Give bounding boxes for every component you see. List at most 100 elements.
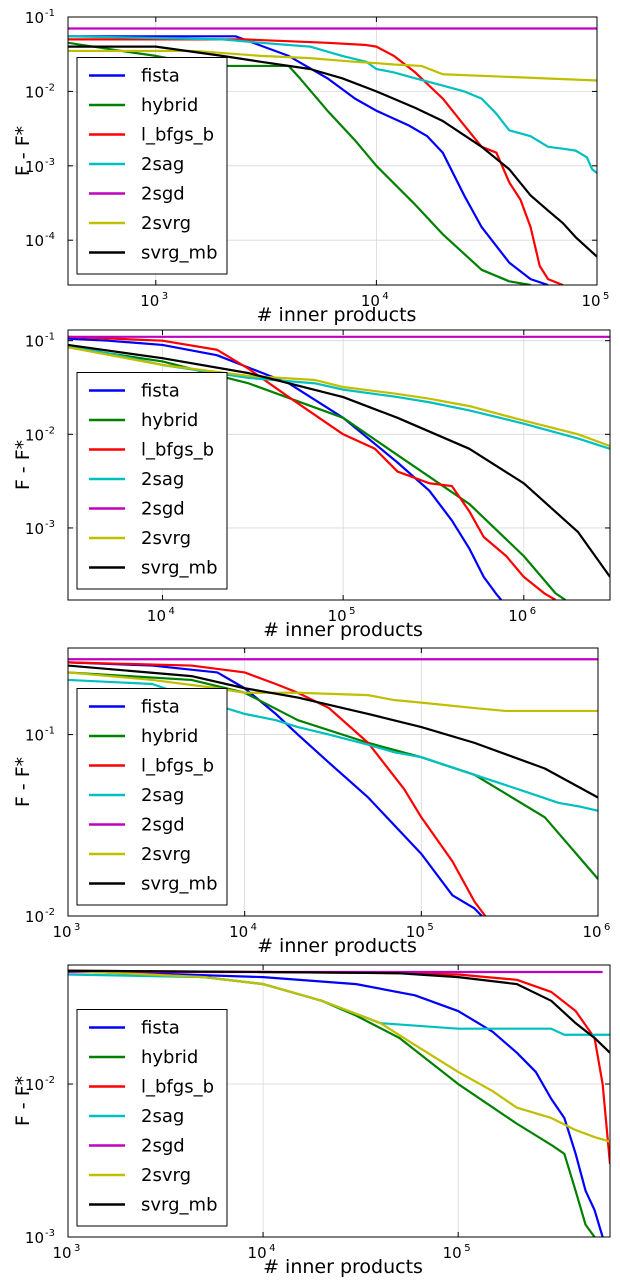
chart-panel-1: 10 3 10 4 10 510 -410 -310 -210 -1# inner product… [12, 8, 609, 326]
x-tick-label-exponent: 5 [349, 606, 355, 617]
series-line-svrg_mb [68, 664, 598, 799]
x-tick-label-exponent: 4 [251, 922, 257, 933]
series-group [68, 658, 598, 916]
y-tick-label: 10 [25, 727, 44, 745]
legend-entry-l_bfgs_b: l_bfgs_b [141, 125, 214, 146]
plot-frame [67, 16, 598, 286]
x-tick-label: 10 [140, 292, 159, 310]
x-tick-label: 10 [52, 1244, 71, 1262]
y-tick-label-exponent: -2 [45, 1075, 55, 1086]
y-tick-label-exponent: -3 [45, 519, 55, 530]
y-tick-label: 10 [25, 1229, 44, 1247]
legend-entry-hybrid: hybrid [141, 95, 198, 116]
legend-entry-fista: fista [141, 381, 180, 402]
series-line-fista [68, 337, 503, 600]
legend-box [76, 688, 228, 906]
y-tick-label-exponent: -3 [45, 1228, 55, 1239]
series-line-2svrg [68, 671, 598, 713]
y-tick-label: 10 [25, 83, 44, 101]
series-line-fista [68, 35, 549, 285]
y-tick-label-exponent: -1 [45, 8, 55, 19]
series-line-svrg_mb [68, 45, 597, 258]
legend: fista hybrid l_bfgs_b 2sag 2sgd 2svrg svrg_mb [76, 372, 228, 590]
legend-entry-2sgd: 2sgd [141, 815, 185, 836]
legend-entry-svrg_mb: svrg_mb [141, 243, 218, 264]
x-tick-label-exponent: 4 [168, 606, 174, 617]
legend-entry-2sag: 2sag [141, 154, 184, 175]
x-axis-label: # inner products [263, 1256, 423, 1278]
legend-entry-svrg_mb: svrg_mb [141, 874, 218, 895]
x-tick-label-exponent: 5 [427, 922, 433, 933]
y-tick-label-exponent: -3 [45, 157, 55, 168]
legend-entry-2sag: 2sag [141, 785, 184, 806]
series-line-svrg_mb [68, 343, 610, 578]
legend-entry-2svrg: 2svrg [141, 1165, 191, 1186]
legend-entry-fista: fista [141, 1018, 180, 1039]
legend: fista hybrid l_bfgs_b 2sag 2sgd 2svrg svrg_mb [76, 57, 228, 275]
x-tick-label-exponent: 3 [74, 922, 80, 933]
series-line-fista [68, 661, 483, 916]
x-tick-label: 10 [443, 1244, 462, 1262]
y-tick-label: 10 [25, 1076, 44, 1094]
legend-entry-2sag: 2sag [141, 1106, 184, 1127]
x-tick-label-exponent: 5 [603, 291, 609, 302]
legend-box [76, 372, 228, 590]
series-group [68, 969, 610, 1237]
x-axis-label: # inner products [257, 304, 417, 326]
legend-box [76, 57, 228, 275]
y-axis-label: F - F* [12, 440, 34, 490]
x-axis-label: # inner products [263, 619, 423, 641]
y-tick-label-exponent: -4 [45, 231, 55, 242]
series-line-l_bfgs_b [68, 661, 487, 916]
x-tick-label: 10 [328, 607, 347, 625]
x-tick-label-exponent: 4 [269, 1243, 275, 1254]
legend-entry-svrg_mb: svrg_mb [141, 1195, 218, 1216]
x-tick-label: 10 [582, 923, 601, 941]
legend-entry-2sgd: 2sgd [141, 499, 185, 520]
x-tick-label: 10 [248, 1244, 267, 1262]
legend-entry-l_bfgs_b: l_bfgs_b [141, 756, 214, 777]
y-axis-label: F - F* [12, 1076, 34, 1126]
x-axis-label: # inner products [257, 935, 417, 957]
series-line-fista [68, 969, 604, 1237]
legend-entry-2sgd: 2sgd [141, 184, 185, 205]
legend-entry-hybrid: hybrid [141, 1047, 198, 1068]
legend-entry-2svrg: 2svrg [141, 528, 191, 549]
y-tick-label: 10 [25, 908, 44, 926]
series-line-svrg_mb [68, 969, 610, 1054]
series-line-l_bfgs_b [68, 335, 557, 600]
y-axis-label: F - F* [12, 757, 34, 807]
y-tick-label-exponent: -2 [45, 907, 55, 918]
plot-frame [67, 647, 599, 917]
y-tick-label-exponent: -2 [45, 425, 55, 436]
x-tick-label: 10 [147, 607, 166, 625]
y-tick-label: 10 [25, 158, 44, 176]
y-tick-label-exponent: -1 [45, 332, 55, 343]
x-tick-label-exponent: 6 [604, 922, 610, 933]
series-line-2svrg [68, 969, 610, 1143]
legend-entry-hybrid: hybrid [141, 726, 198, 747]
x-tick-label: 10 [361, 292, 380, 310]
x-tick-label-exponent: 6 [530, 606, 536, 617]
y-tick-label: 10 [25, 426, 44, 444]
legend-entry-hybrid: hybrid [141, 410, 198, 431]
x-tick-label: 10 [52, 923, 71, 941]
x-tick-label-exponent: 3 [162, 291, 168, 302]
series-line-2sag [68, 35, 597, 174]
y-tick-label: 10 [25, 9, 44, 27]
legend-entry-l_bfgs_b: l_bfgs_b [141, 440, 214, 461]
legend-box [76, 1009, 228, 1227]
x-tick-label-exponent: 3 [74, 1243, 80, 1254]
plot-frame [67, 329, 611, 601]
legend: fista hybrid l_bfgs_b 2sag 2sgd 2svrg svrg_mb [76, 1009, 228, 1227]
legend-entry-fista: fista [141, 66, 180, 87]
x-tick-label-exponent: 4 [382, 291, 388, 302]
series-group [68, 335, 610, 600]
y-tick-label-exponent: -2 [45, 82, 55, 93]
legend-entry-2sag: 2sag [141, 469, 184, 490]
plot-frame [67, 964, 611, 1238]
